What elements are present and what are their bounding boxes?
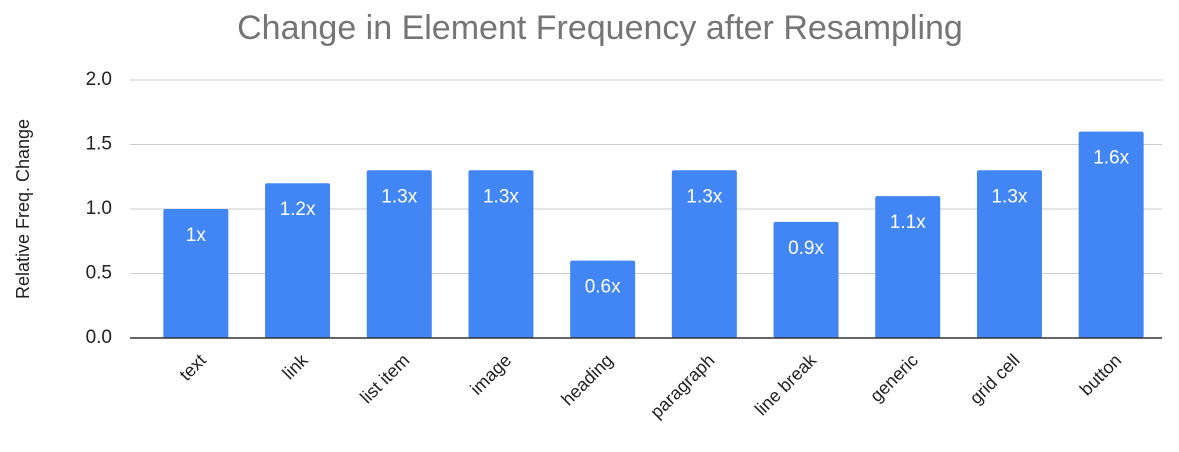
- value-label: 1.3x: [991, 186, 1027, 207]
- chart-title: Change in Element Frequency after Resamp…: [237, 9, 963, 47]
- bar: [265, 183, 331, 338]
- value-label: 0.6x: [585, 277, 621, 298]
- value-label: 0.9x: [788, 238, 824, 259]
- x-tick-label: generic: [866, 350, 922, 406]
- x-tick-label: heading: [557, 350, 616, 409]
- value-label: 1x: [186, 225, 207, 246]
- y-axis-title: Relative Freq. Change: [13, 119, 33, 299]
- value-label: 1.3x: [686, 186, 722, 207]
- x-tick-label: text: [175, 350, 210, 385]
- x-tick-label: image: [466, 350, 515, 399]
- y-tick-label: 1.5: [86, 134, 112, 155]
- value-label: 1.1x: [890, 212, 926, 233]
- bar: [1078, 131, 1144, 338]
- bar: [570, 260, 636, 338]
- value-label: 1.3x: [381, 186, 417, 207]
- bar: [163, 209, 229, 338]
- bar: [366, 170, 432, 338]
- y-tick-label: 2.0: [86, 69, 112, 90]
- x-tick-label: line break: [751, 349, 821, 419]
- bar: [875, 196, 941, 338]
- x-tick-label: list item: [356, 350, 413, 407]
- value-label: 1.6x: [1093, 148, 1129, 169]
- y-tick-label: 0.0: [86, 327, 112, 348]
- bar: [976, 170, 1042, 338]
- value-label: 1.2x: [280, 199, 316, 220]
- bar: [468, 170, 534, 338]
- bar: [773, 221, 839, 338]
- y-tick-label: 1.0: [86, 198, 112, 219]
- y-tick-label: 0.5: [86, 263, 112, 284]
- x-tick-label: button: [1076, 350, 1126, 400]
- x-tick-label: grid cell: [966, 350, 1024, 408]
- x-tick-label: paragraph: [646, 350, 718, 422]
- bar: [671, 170, 737, 338]
- x-tick-label: link: [278, 349, 312, 383]
- value-label: 1.3x: [483, 186, 519, 207]
